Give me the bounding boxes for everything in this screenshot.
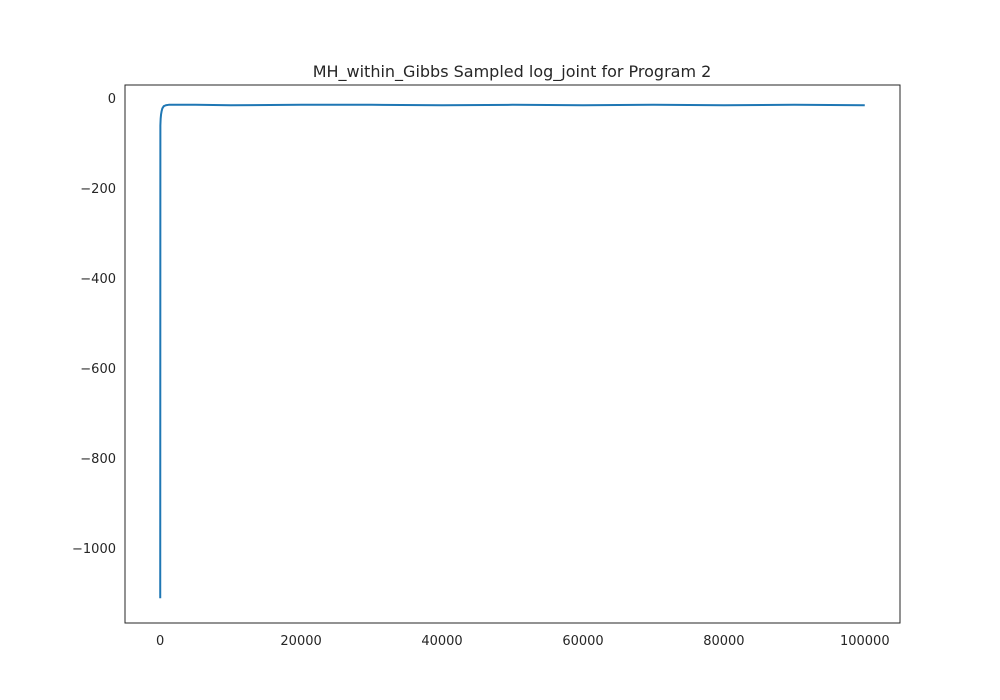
x-tick-label: 40000: [421, 634, 462, 649]
x-tick-labels: 0 20000 40000 60000 80000 100000: [156, 634, 890, 649]
series-line: [159, 103, 865, 599]
x-tick-label: 60000: [562, 634, 603, 649]
plot-series-group: [159, 103, 865, 599]
y-tick-label: 0: [108, 92, 116, 107]
x-tick-label: 0: [156, 634, 164, 649]
y-tick-labels: 0 −200 −400 −600 −800 −1000: [72, 92, 116, 557]
x-tick-label: 80000: [703, 634, 744, 649]
y-tick-label: −400: [80, 272, 116, 287]
y-tick-label: −800: [80, 452, 116, 467]
x-tick-label: 100000: [840, 634, 890, 649]
y-tick-label: −600: [80, 362, 116, 377]
x-tick-label: 20000: [280, 634, 321, 649]
plot-frame: [124, 84, 901, 624]
chart-title: MH_within_Gibbs Sampled log_joint for Pr…: [313, 62, 712, 82]
y-tick-label: −200: [80, 182, 116, 197]
y-tick-label: −1000: [72, 542, 116, 557]
